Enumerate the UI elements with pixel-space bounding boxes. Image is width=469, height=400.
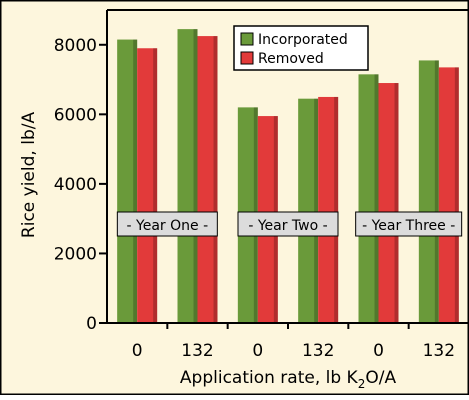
x-tick-label-4: 0	[373, 341, 384, 361]
bar-fill	[177, 29, 198, 323]
x-axis-title: Application rate, lb K2O/A	[180, 368, 397, 391]
bar-removed-0	[137, 48, 158, 323]
year-label-box	[237, 211, 339, 237]
legend: Incorporated Removed	[233, 25, 369, 71]
bar-removed-3	[318, 96, 339, 323]
x-axis-title-main: Application rate, lb K	[180, 368, 359, 388]
bar-fill	[318, 96, 339, 323]
bar-incorporated-4	[358, 74, 379, 323]
year-label-text: - Year One -	[127, 218, 209, 234]
legend-label-removed: Removed	[258, 51, 324, 67]
bar-incorporated-5	[418, 60, 439, 324]
bar-fill	[117, 39, 138, 324]
year-label-3: - Year Three -	[355, 211, 463, 237]
y-tick-label-6000: 6000	[54, 105, 97, 125]
bar-shade	[153, 48, 158, 323]
bar-fill	[137, 48, 158, 323]
year-label-1: - Year One -	[116, 211, 218, 237]
legend-label-incorporated: Incorporated	[258, 32, 348, 48]
x-tick-label-5: 132	[423, 341, 455, 361]
legend-box	[233, 25, 369, 71]
bar-shade	[314, 98, 319, 323]
x-tick-label-3: 132	[302, 341, 334, 361]
bar-removed-1	[197, 36, 218, 323]
y-tick-label-4000: 4000	[54, 175, 97, 195]
bar-incorporated-0	[117, 39, 138, 324]
year-label-box	[116, 211, 218, 237]
year-label-text: - Year Two -	[248, 218, 327, 234]
y-tick-label-0: 0	[86, 314, 97, 334]
bar-fill	[418, 60, 439, 324]
y-axis-title: Rice yield, lb/A	[19, 112, 39, 239]
x-tick-label-1: 132	[181, 341, 213, 361]
year-label-2: - Year Two -	[237, 211, 339, 237]
bar-removed-5	[438, 67, 459, 323]
bar-shade	[394, 83, 399, 324]
bar-fill	[358, 74, 379, 323]
legend-swatch-removed	[240, 51, 254, 65]
bar-shade	[213, 36, 218, 323]
bar-fill	[378, 83, 399, 324]
bar-incorporated-1	[177, 29, 198, 323]
y-tick-label-2000: 2000	[54, 244, 97, 264]
x-tick-label-2: 0	[252, 341, 263, 361]
year-label-box	[355, 211, 463, 237]
bar-incorporated-3	[298, 98, 319, 323]
x-axis-title-tail: O/A	[365, 368, 396, 388]
bar-shade	[193, 29, 198, 323]
bar-shade	[454, 67, 459, 323]
y-tick-label-8000: 8000	[54, 36, 97, 56]
x-axis-title-subscript: 2	[358, 377, 366, 391]
x-tick-label-0: 0	[132, 341, 143, 361]
bar-shade	[434, 60, 439, 324]
year-label-text: - Year Three -	[362, 218, 455, 234]
bar-shade	[374, 74, 379, 323]
bar-fill	[438, 67, 459, 323]
bar-shade	[334, 96, 339, 323]
legend-swatch-incorporated	[240, 32, 254, 46]
bar-shade	[133, 39, 138, 324]
bar-removed-4	[378, 83, 399, 324]
bar-fill	[197, 36, 218, 323]
bar-fill	[298, 98, 319, 323]
